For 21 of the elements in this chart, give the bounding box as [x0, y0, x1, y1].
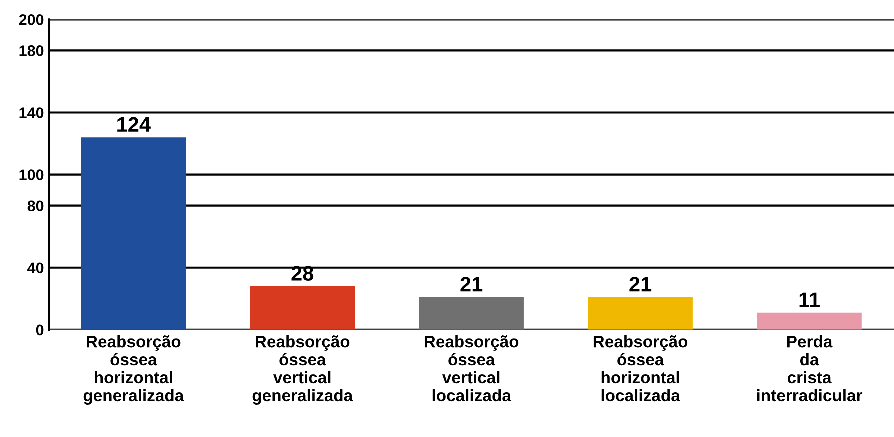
data-label: 21: [630, 277, 652, 292]
x-tick-label: Reabsorção óssea vertical generalizada: [252, 335, 354, 405]
y-tick-label: 100: [20, 170, 44, 180]
x-tick-label: Reabsorção óssea horizontal localizada: [594, 335, 688, 402]
bar: [419, 297, 524, 330]
y-tick-label: 200: [19, 14, 44, 26]
y-tick-label: 180: [20, 46, 44, 56]
data-label: 124: [118, 117, 151, 132]
bar: [757, 312, 862, 330]
y-tick-label: 40: [28, 262, 44, 274]
x-tick-label: Reabsorção óssea horizontal generalizada: [84, 335, 184, 405]
y-tick-label: 80: [28, 200, 44, 212]
y-tick-label: 140: [20, 108, 44, 118]
y-tick-label: 0: [36, 324, 44, 336]
x-tick-label: Perda da crista interradicular: [757, 335, 863, 402]
bar: [250, 286, 355, 330]
bar: [588, 297, 693, 330]
bar: [81, 138, 186, 330]
data-label: 21: [460, 277, 483, 292]
x-tick-label: Reabsorção óssea vertical localizada: [425, 335, 519, 402]
data-label: 11: [800, 292, 820, 308]
